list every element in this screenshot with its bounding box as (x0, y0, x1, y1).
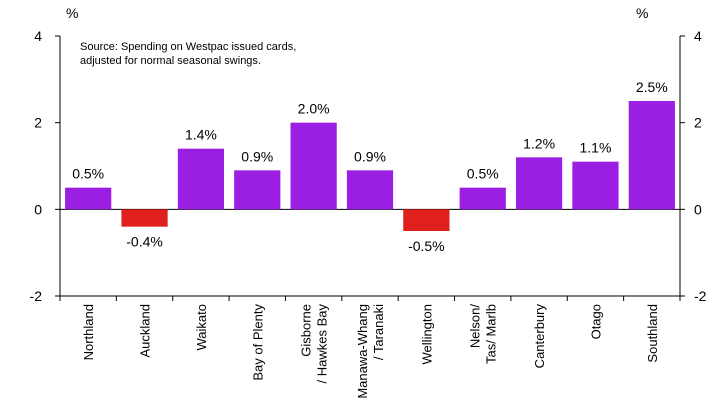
bar (234, 170, 281, 210)
value-label: 2.5% (636, 79, 668, 95)
y2-tick-label: 2 (694, 115, 702, 131)
y-tick-label: 4 (34, 28, 42, 44)
bar (628, 101, 675, 210)
x-tick-label: / Taranaki (371, 304, 386, 360)
annotation: Source: Spending on Westpac issued cards… (80, 41, 296, 53)
value-label: 0.9% (354, 148, 386, 164)
x-tick-label: Waikato (194, 304, 209, 350)
value-label: -0.4% (126, 234, 163, 250)
value-label: 0.5% (467, 166, 499, 182)
bar (65, 187, 112, 210)
value-label: 0.9% (241, 148, 273, 164)
value-label: 2.0% (298, 101, 330, 117)
bar (177, 148, 225, 210)
value-label: 1.4% (185, 127, 217, 143)
y-tick-label: -2 (30, 288, 43, 304)
value-label: 0.5% (72, 166, 104, 182)
annotation: adjusted for normal seasonal swings. (80, 55, 261, 67)
y2-tick-label: 0 (694, 201, 702, 217)
y2-tick-label: -2 (694, 288, 707, 304)
bar (515, 157, 563, 210)
x-tick-label: Manawa-Whang (355, 304, 370, 399)
value-label: 1.2% (523, 135, 555, 151)
x-tick-label: Otago (588, 304, 603, 339)
y-tick-label: 0 (34, 201, 42, 217)
value-label: 1.1% (579, 140, 611, 156)
x-tick-label: / Hawkes Bay (315, 304, 330, 384)
bar (346, 170, 394, 210)
x-tick-label: Northland (81, 304, 96, 360)
x-tick-label: Nelson/ (468, 304, 483, 348)
bar (290, 122, 337, 210)
x-tick-label: Auckland (138, 304, 153, 357)
x-tick-label: Bay of Plenty (250, 304, 265, 381)
value-label: -0.5% (408, 238, 445, 254)
x-tick-label: Gisborne (299, 304, 314, 357)
x-tick-label: Tas/ Marlb (484, 304, 499, 364)
y-axis-label-left: % (66, 5, 78, 21)
x-tick-label: Southland (645, 304, 660, 363)
x-tick-label: Wellington (419, 304, 434, 364)
y-tick-label: 2 (34, 115, 42, 131)
bar (459, 187, 506, 210)
bar (403, 209, 450, 231)
y2-tick-label: 4 (694, 28, 702, 44)
bar (572, 161, 619, 210)
x-tick-label: Canterbury (532, 304, 547, 369)
bar (121, 209, 168, 227)
y-axis-label-right: % (636, 5, 648, 21)
